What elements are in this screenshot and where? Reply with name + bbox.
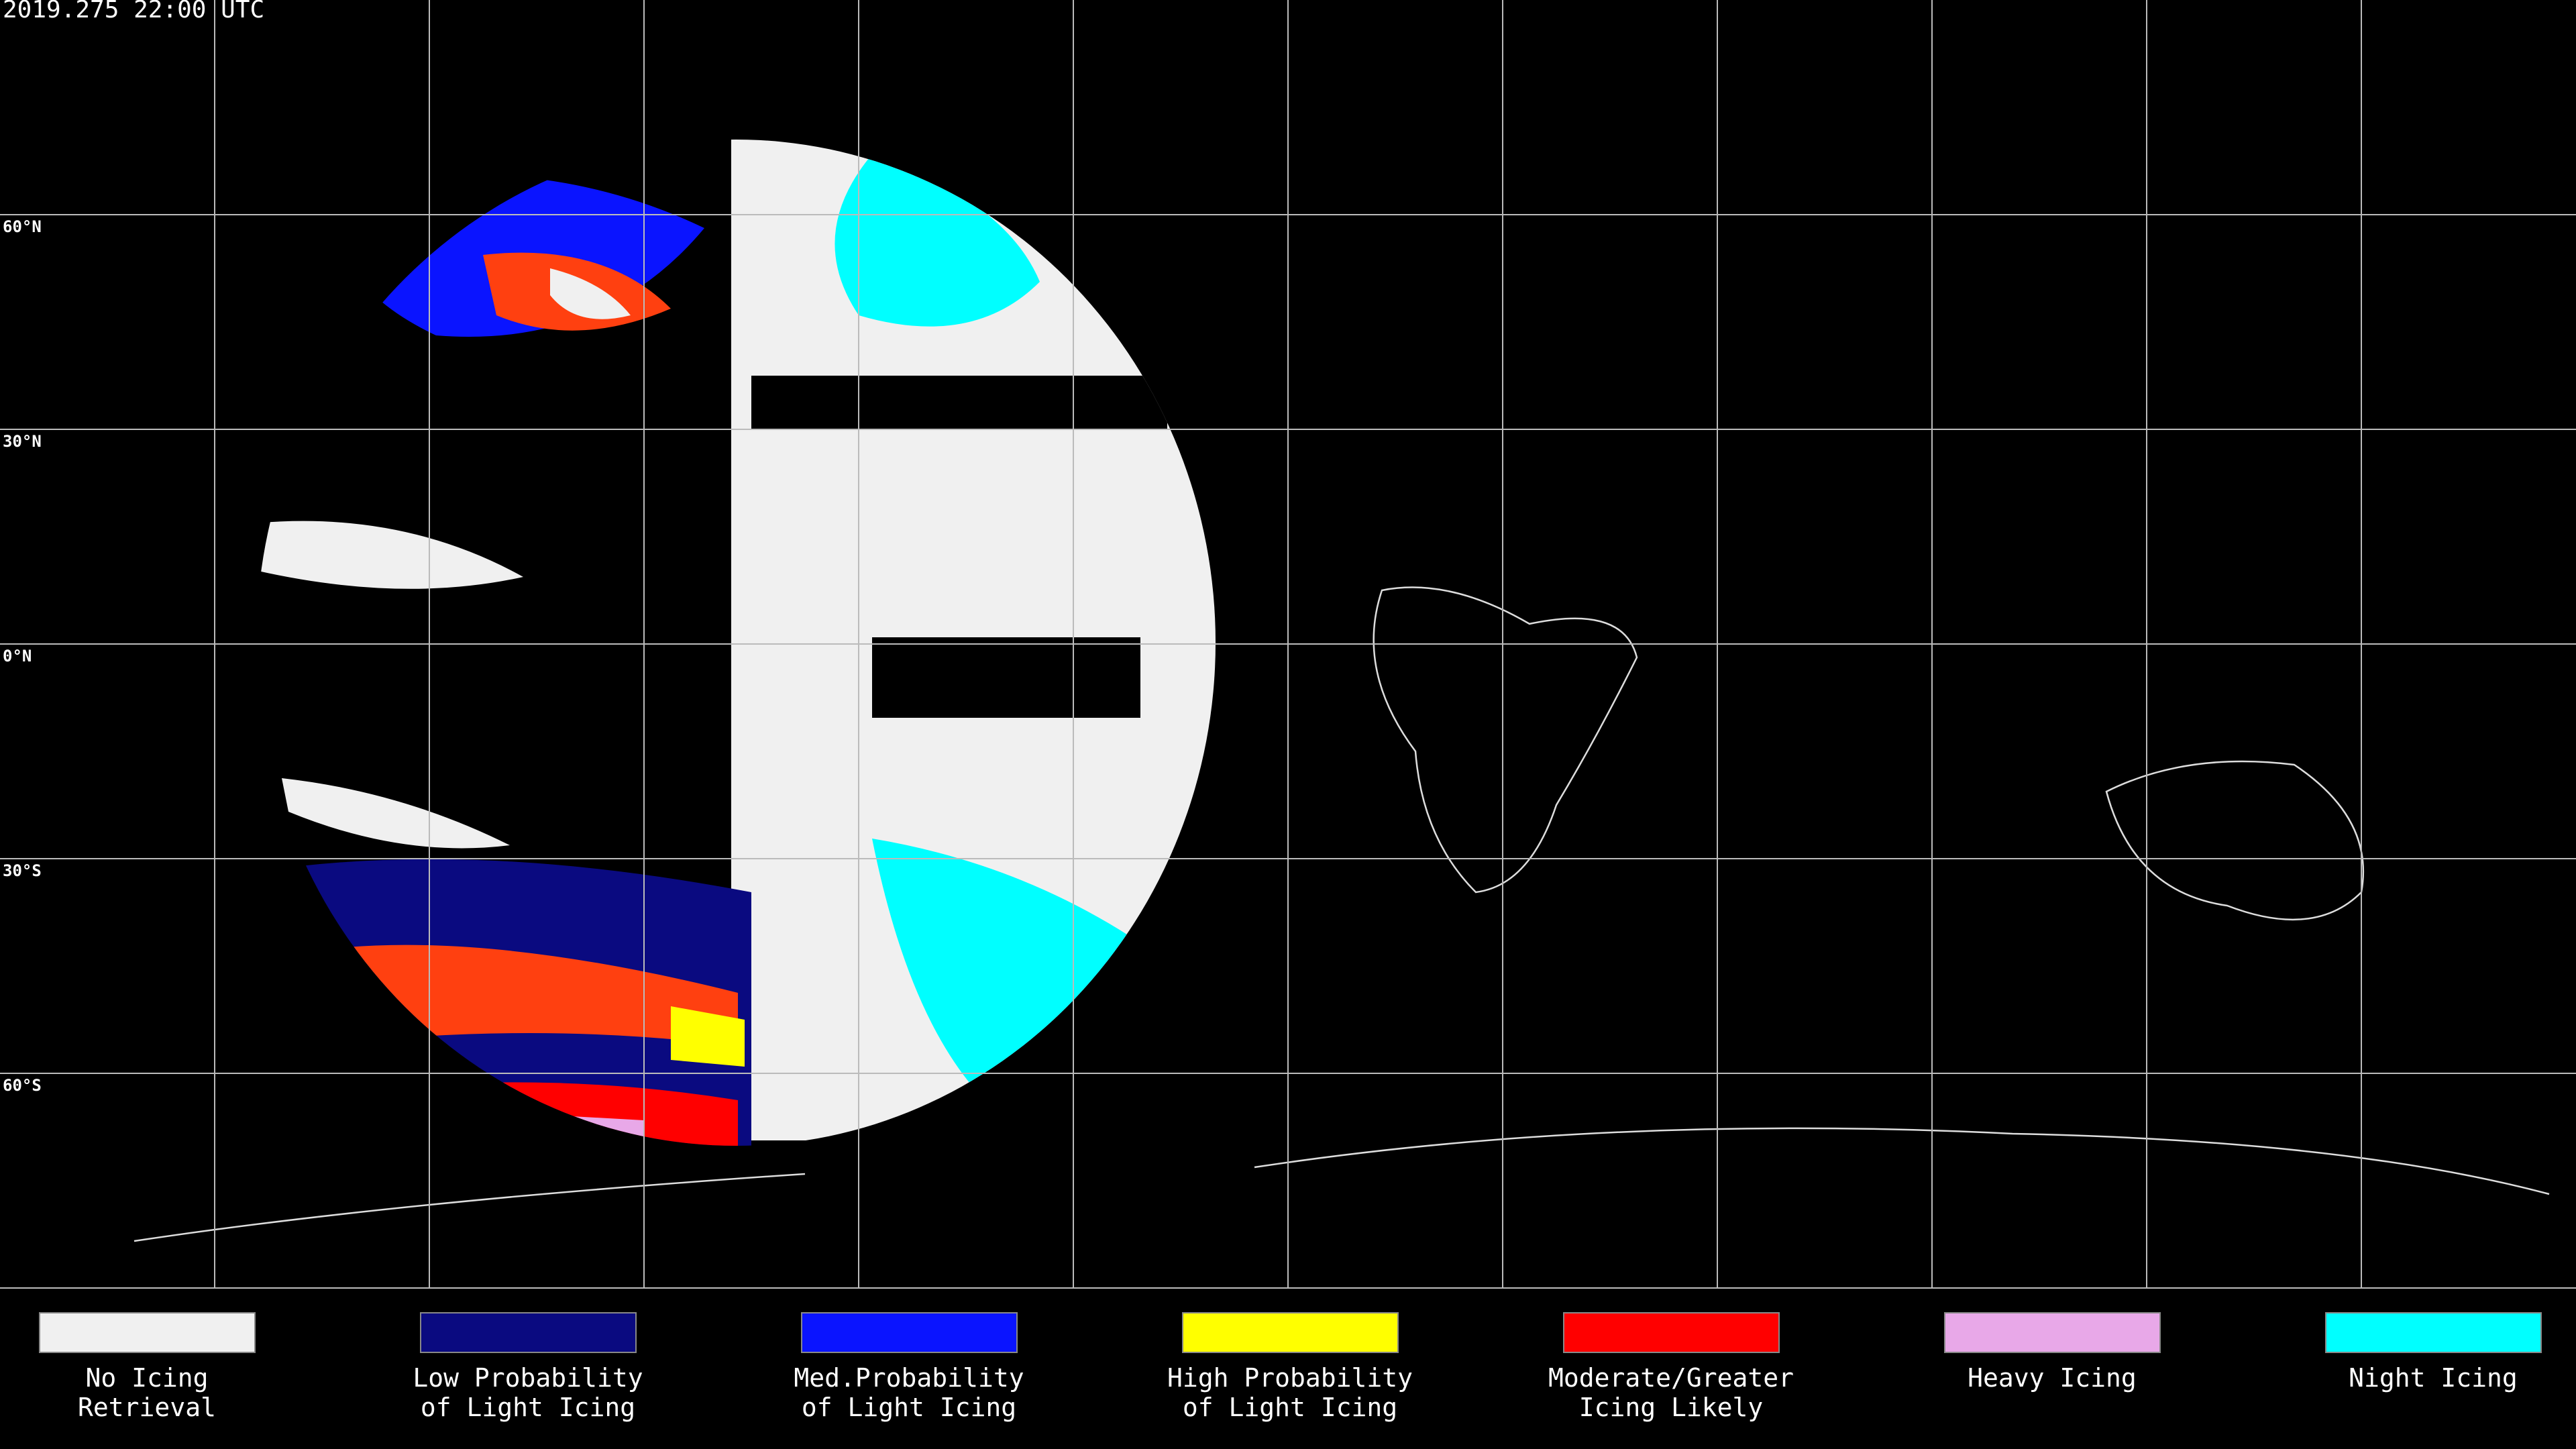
legend-label: of Light Icing [802,1393,1016,1422]
timestamp: 2019.275 22:00 UTC [3,0,264,23]
latitude-labels: 60°N 30°N 0°N 30°S 60°S [3,217,42,1095]
legend-label: Icing Likely [1579,1393,1764,1422]
legend-label: Moderate/Greater [1548,1363,1794,1393]
lat-label: 30°N [3,432,42,451]
legend-label: Heavy Icing [1968,1363,2137,1393]
legend-swatch [1182,1312,1399,1353]
lat-label: 60°N [3,217,42,236]
lat-label: 30°S [3,861,42,880]
lat-label: 0°N [3,647,32,665]
legend-swatch [1944,1312,2161,1353]
legend-swatch [1563,1312,1780,1353]
legend-label: of Light Icing [1183,1393,1397,1422]
legend-label: No Icing [85,1363,208,1393]
legend-swatch [2325,1312,2542,1353]
legend-label: Retrieval [78,1393,216,1422]
legend-label: High Probability [1167,1363,1413,1393]
legend-label: Med.Probability [794,1363,1024,1393]
legend-swatch [801,1312,1018,1353]
legend-swatch [39,1312,256,1353]
legend-label: Night Icing [2349,1363,2518,1393]
legend-swatch [420,1312,637,1353]
legend-label: Low Probability [413,1363,643,1393]
graticule [0,0,2576,1289]
lat-label: 60°S [3,1076,42,1095]
legend-label: of Light Icing [421,1393,635,1422]
